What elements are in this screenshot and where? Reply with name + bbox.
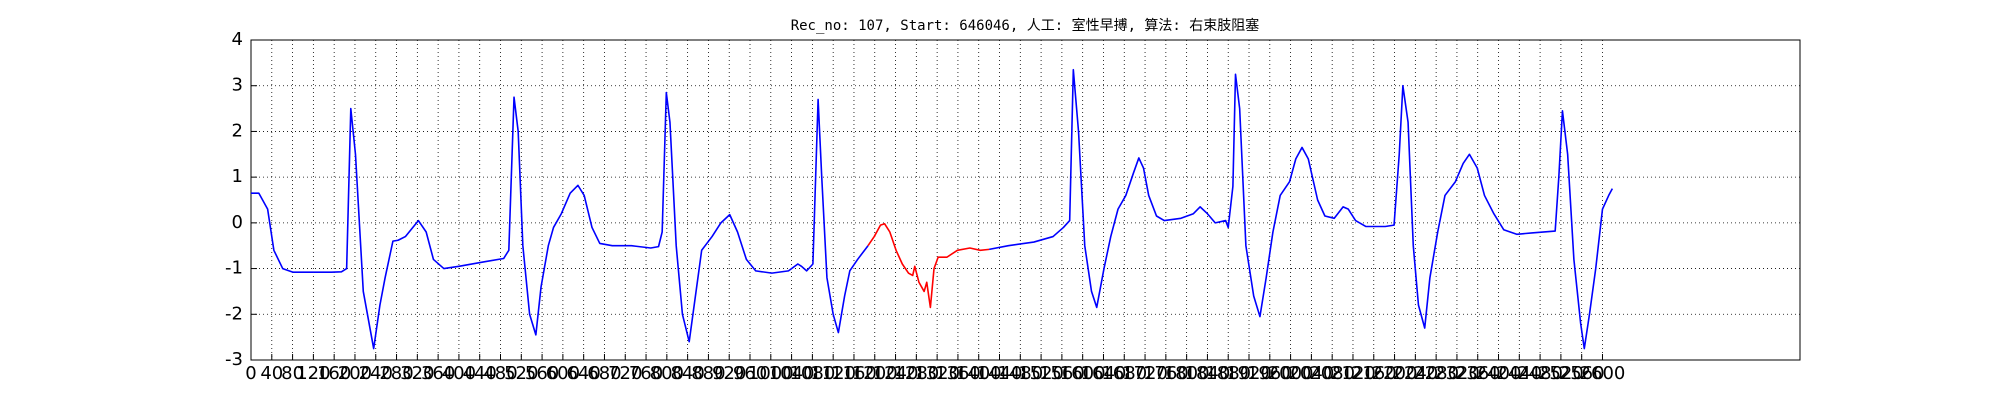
x-tick-label: 760 xyxy=(629,363,663,384)
y-tick-label: 4 xyxy=(232,29,243,50)
x-tick-label: 240 xyxy=(359,363,393,384)
y-tick-label: -1 xyxy=(225,258,243,279)
x-tick-label: 2200 xyxy=(1372,363,1418,384)
x-tick-label: 960 xyxy=(733,363,767,384)
x-tick-label: 2120 xyxy=(1330,363,1376,384)
x-tick-label: 1640 xyxy=(1081,363,1127,384)
x-tick-label: 480 xyxy=(483,363,517,384)
x-tick-label: 2240 xyxy=(1392,363,1438,384)
x-tick-label: 1400 xyxy=(956,363,1002,384)
x-tick-label: 720 xyxy=(608,363,642,384)
x-tick-label: 2000 xyxy=(1268,363,1314,384)
x-tick-label: 1320 xyxy=(914,363,960,384)
x-tick-label: 0 xyxy=(245,363,256,384)
x-tick-label: 560 xyxy=(525,363,559,384)
x-tick-label: 1120 xyxy=(810,363,856,384)
x-tick-label: 2520 xyxy=(1538,363,1584,384)
x-tick-label: 2360 xyxy=(1455,363,1501,384)
x-tick-label: 880 xyxy=(691,363,725,384)
x-tick-label: 1280 xyxy=(893,363,939,384)
x-tick-label: 440 xyxy=(463,363,497,384)
x-tick-label: 1040 xyxy=(769,363,815,384)
y-tick-label: -3 xyxy=(225,349,243,370)
y-tick-label: 1 xyxy=(232,166,243,187)
x-tick-label: 1840 xyxy=(1185,363,1231,384)
x-tick-label: 800 xyxy=(650,363,684,384)
x-tick-label: 680 xyxy=(587,363,621,384)
x-tick-label: 2320 xyxy=(1434,363,1480,384)
x-tick-label: 2280 xyxy=(1413,363,1459,384)
y-tick-label: 3 xyxy=(232,75,243,96)
x-tick-label: 2160 xyxy=(1351,363,1397,384)
x-tick-label: 2040 xyxy=(1288,363,1334,384)
x-tick-label: 2400 xyxy=(1476,363,1522,384)
x-tick-label: 1360 xyxy=(935,363,981,384)
x-tick-label: 2600 xyxy=(1580,363,1626,384)
plot-frame xyxy=(250,39,1801,361)
x-tick-label: 400 xyxy=(442,363,476,384)
x-tick-label: 1880 xyxy=(1205,363,1251,384)
x-tick-label: 2480 xyxy=(1517,363,1563,384)
x-tick-label: 840 xyxy=(670,363,704,384)
x-tick-label: 360 xyxy=(421,363,455,384)
x-tick-label: 1760 xyxy=(1143,363,1189,384)
x-tick-label: 1080 xyxy=(789,363,835,384)
x-tick-label: 160 xyxy=(317,363,351,384)
x-tick-label: 1800 xyxy=(1164,363,1210,384)
x-tick-label: 1240 xyxy=(873,363,919,384)
x-tick-label: 1680 xyxy=(1101,363,1147,384)
chart-title: Rec_no: 107, Start: 646046, 人工: 室性早搏, 算法… xyxy=(791,17,1260,34)
x-tick-label: 1440 xyxy=(977,363,1023,384)
x-tick-label: 280 xyxy=(379,363,413,384)
x-tick-label: 80 xyxy=(281,363,304,384)
x-tick-label: 2080 xyxy=(1309,363,1355,384)
x-tick-label: 40 xyxy=(260,363,283,384)
x-tick-label: 1200 xyxy=(852,363,898,384)
x-tick-label: 1000 xyxy=(748,363,794,384)
x-tick-label: 2440 xyxy=(1496,363,1542,384)
x-tick-label: 1520 xyxy=(1018,363,1064,384)
ecg-line xyxy=(251,68,1614,350)
y-tick-label: 2 xyxy=(232,120,243,141)
y-tick-label: 0 xyxy=(232,212,243,233)
x-tick-label: 640 xyxy=(566,363,600,384)
y-tick-label: -2 xyxy=(225,303,243,324)
x-tick-label: 1600 xyxy=(1060,363,1106,384)
x-tick-label: 1920 xyxy=(1226,363,1272,384)
x-tick-label: 1960 xyxy=(1247,363,1293,384)
x-tick-label: 2560 xyxy=(1559,363,1605,384)
x-tick-label: 200 xyxy=(338,363,372,384)
x-tick-label: 920 xyxy=(712,363,746,384)
x-tick-label: 120 xyxy=(296,363,330,384)
x-tick-label: 1560 xyxy=(1039,363,1085,384)
x-tick-label: 1160 xyxy=(831,363,877,384)
x-tick-label: 320 xyxy=(400,363,434,384)
x-tick-label: 1720 xyxy=(1122,363,1168,384)
ecg-line xyxy=(867,222,990,309)
x-tick-label: 1480 xyxy=(997,363,1043,384)
x-tick-label: 520 xyxy=(504,363,538,384)
x-tick-label: 600 xyxy=(546,363,580,384)
